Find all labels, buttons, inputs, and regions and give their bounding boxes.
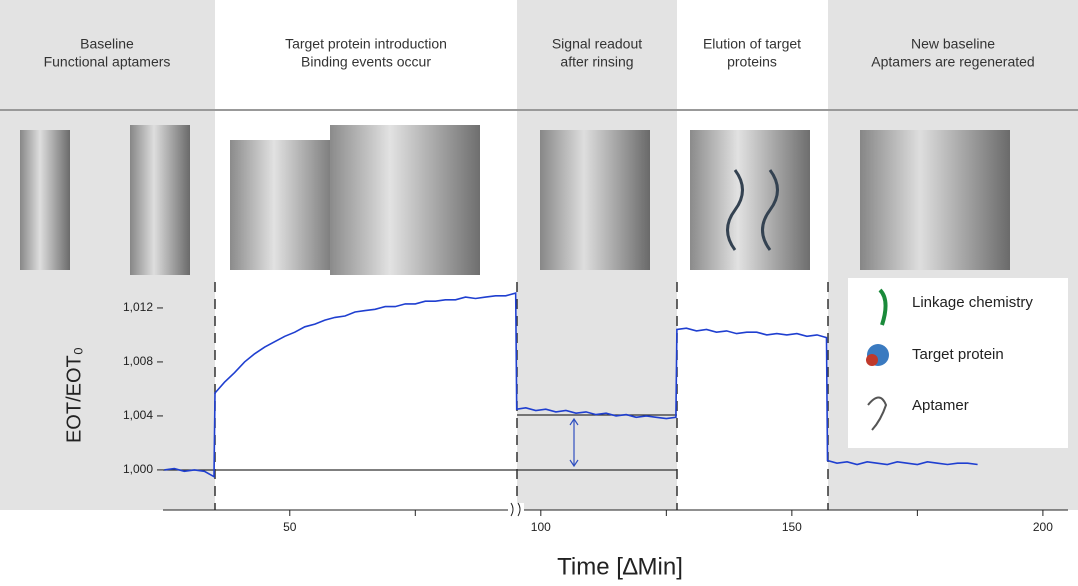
y-tick-label: 1,000 <box>123 462 153 476</box>
y-tick-label: 1,012 <box>123 300 153 314</box>
panel-header: Target protein introduction <box>285 36 447 52</box>
y-tick-label: 1,004 <box>123 408 153 422</box>
x-axis-title: Time [∆Min] <box>557 553 683 580</box>
panel-header: Signal readout <box>552 36 642 52</box>
panel-header: proteins <box>727 54 777 70</box>
panel-header: New baseline <box>911 36 995 52</box>
x-tick-label: 200 <box>1033 520 1053 534</box>
panel-header: Binding events occur <box>301 54 431 70</box>
legend-label: Linkage chemistry <box>912 294 1033 311</box>
axis-break <box>508 502 524 517</box>
legend-label: Aptamer <box>912 397 969 414</box>
x-tick-label: 100 <box>531 520 551 534</box>
y-axis-title: EOT/EOT₀ <box>63 347 85 443</box>
phase-boundaries <box>214 282 829 510</box>
legend-label: Target protein <box>912 346 1004 363</box>
legend: Linkage chemistry Target protein Aptamer <box>848 278 1068 448</box>
x-tick-label: 50 <box>283 520 297 534</box>
data-line <box>164 292 978 479</box>
illustrations <box>20 125 1010 275</box>
panel-header: Aptamers are regenerated <box>871 54 1034 70</box>
panel-header: Functional aptamers <box>44 54 171 70</box>
x-tick-label: 150 <box>782 520 802 534</box>
panel-header: after rinsing <box>560 54 633 70</box>
panel-header: Baseline <box>80 36 134 52</box>
panel-header: Elution of target <box>703 36 801 52</box>
y-tick-label: 1,008 <box>123 354 153 368</box>
